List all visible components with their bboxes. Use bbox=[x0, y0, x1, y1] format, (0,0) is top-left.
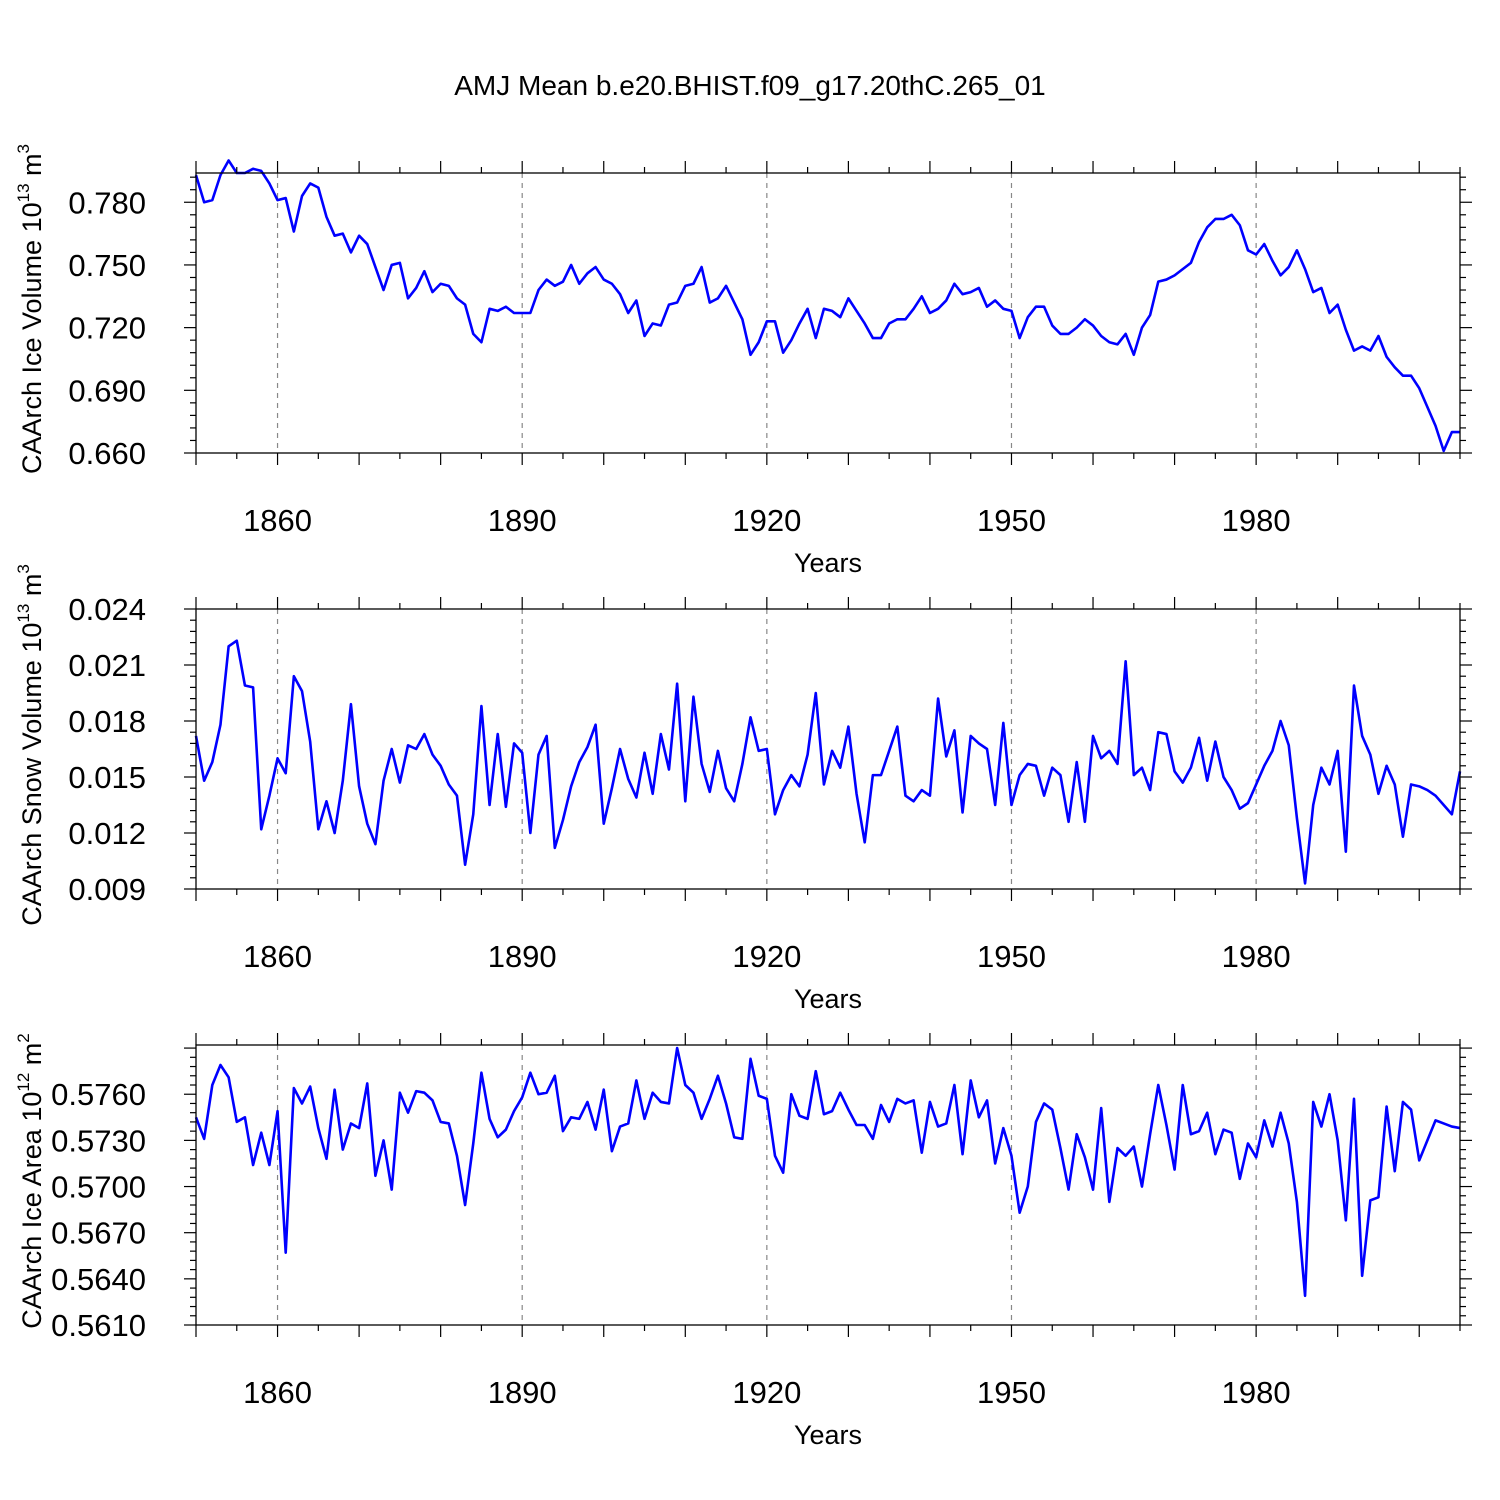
x-tick-label: 1860 bbox=[243, 1375, 312, 1410]
y-tick-label: 0.720 bbox=[68, 311, 146, 346]
chart-panel-1: 0.660 0.690 0.720 0.750 0.780 1860 1890 1920 195… bbox=[5, 144, 1472, 578]
x-tick-label: 1890 bbox=[488, 1375, 557, 1410]
y-tick-label: 0.5610 bbox=[51, 1308, 146, 1343]
y-unit-base: 10 bbox=[17, 623, 47, 653]
x-tick-label: 1890 bbox=[488, 939, 557, 974]
x-tick-label: 1980 bbox=[1222, 503, 1291, 538]
chart-panel-2: 0.009 0.012 0.015 0.018 0.021 0.024 1860 1890 19… bbox=[5, 564, 1472, 1014]
x-tick-label: 1920 bbox=[732, 939, 801, 974]
x-tick-label: 1890 bbox=[488, 503, 557, 538]
y-axis-label: CAArch Ice Volume 1013 m3 bbox=[5, 144, 47, 474]
y-tick-label: 0.780 bbox=[68, 185, 146, 220]
x-axis-label: Years bbox=[794, 548, 862, 578]
y-tick-label: 0.660 bbox=[68, 436, 146, 471]
x-axis-label: Years bbox=[794, 984, 862, 1014]
y-unit-exponent: 12 bbox=[14, 1073, 33, 1092]
x-tick-label: 1860 bbox=[243, 939, 312, 974]
plot-frame bbox=[195, 172, 1461, 454]
y-unit-base: 10 bbox=[17, 202, 47, 232]
y-tick-label: 0.5640 bbox=[51, 1262, 146, 1297]
y-tick-label: 0.690 bbox=[68, 373, 146, 408]
x-tick-label: 1950 bbox=[977, 939, 1046, 974]
plot-frame bbox=[195, 608, 1461, 890]
x-tick-label: 1860 bbox=[243, 503, 312, 538]
y-unit-exponent: 13 bbox=[14, 604, 33, 623]
y-unit: m bbox=[17, 574, 47, 597]
y-axis-label-text: CAArch Ice Volume bbox=[17, 240, 47, 474]
x-tick-label: 1980 bbox=[1222, 939, 1291, 974]
x-tick-label: 1920 bbox=[732, 1375, 801, 1410]
figure-title: AMJ Mean b.e20.BHIST.f09_g17.20thC.265_0… bbox=[454, 70, 1046, 101]
y-unit-power: 3 bbox=[14, 144, 33, 153]
x-tick-label: 1950 bbox=[977, 1375, 1046, 1410]
x-axis-label: Years bbox=[794, 1420, 862, 1450]
plot-frame bbox=[195, 1044, 1461, 1326]
y-unit-power: 2 bbox=[14, 1033, 33, 1042]
y-tick-label: 0.018 bbox=[68, 704, 146, 739]
y-unit: m bbox=[17, 1043, 47, 1066]
x-tick-label: 1980 bbox=[1222, 1375, 1291, 1410]
y-tick-label: 0.5730 bbox=[51, 1123, 146, 1158]
y-tick-label: 0.750 bbox=[68, 248, 146, 283]
y-tick-label: 0.5760 bbox=[51, 1077, 146, 1112]
chart-panel-3: 0.5610 0.5640 0.5670 0.5700 0.5730 0.5760 1860… bbox=[5, 1033, 1472, 1450]
y-tick-label: 0.024 bbox=[68, 592, 146, 627]
x-tick-label: 1920 bbox=[732, 503, 801, 538]
y-axis-label-text: CAArch Ice Area bbox=[17, 1128, 47, 1329]
y-unit-exponent: 13 bbox=[14, 183, 33, 202]
x-tick-label: 1950 bbox=[977, 503, 1046, 538]
y-tick-label: 0.021 bbox=[68, 648, 146, 683]
y-axis-label: CAArch Ice Area 1012 m2 bbox=[5, 1033, 47, 1329]
y-tick-label: 0.5700 bbox=[51, 1170, 146, 1205]
y-tick-label: 0.015 bbox=[68, 760, 146, 795]
series-line bbox=[194, 1046, 1461, 1298]
y-tick-label: 0.012 bbox=[68, 816, 146, 851]
y-tick-label: 0.009 bbox=[68, 872, 146, 907]
y-unit-base: 10 bbox=[17, 1092, 47, 1122]
y-axis-label-text: CAArch Snow Volume bbox=[17, 660, 47, 926]
y-axis-label: CAArch Snow Volume 1013 m3 bbox=[5, 564, 47, 926]
y-unit-power: 3 bbox=[14, 564, 33, 573]
series-line bbox=[194, 159, 1460, 453]
series-line bbox=[194, 639, 1462, 885]
y-unit: m bbox=[17, 153, 47, 176]
y-tick-label: 0.5670 bbox=[51, 1216, 146, 1251]
